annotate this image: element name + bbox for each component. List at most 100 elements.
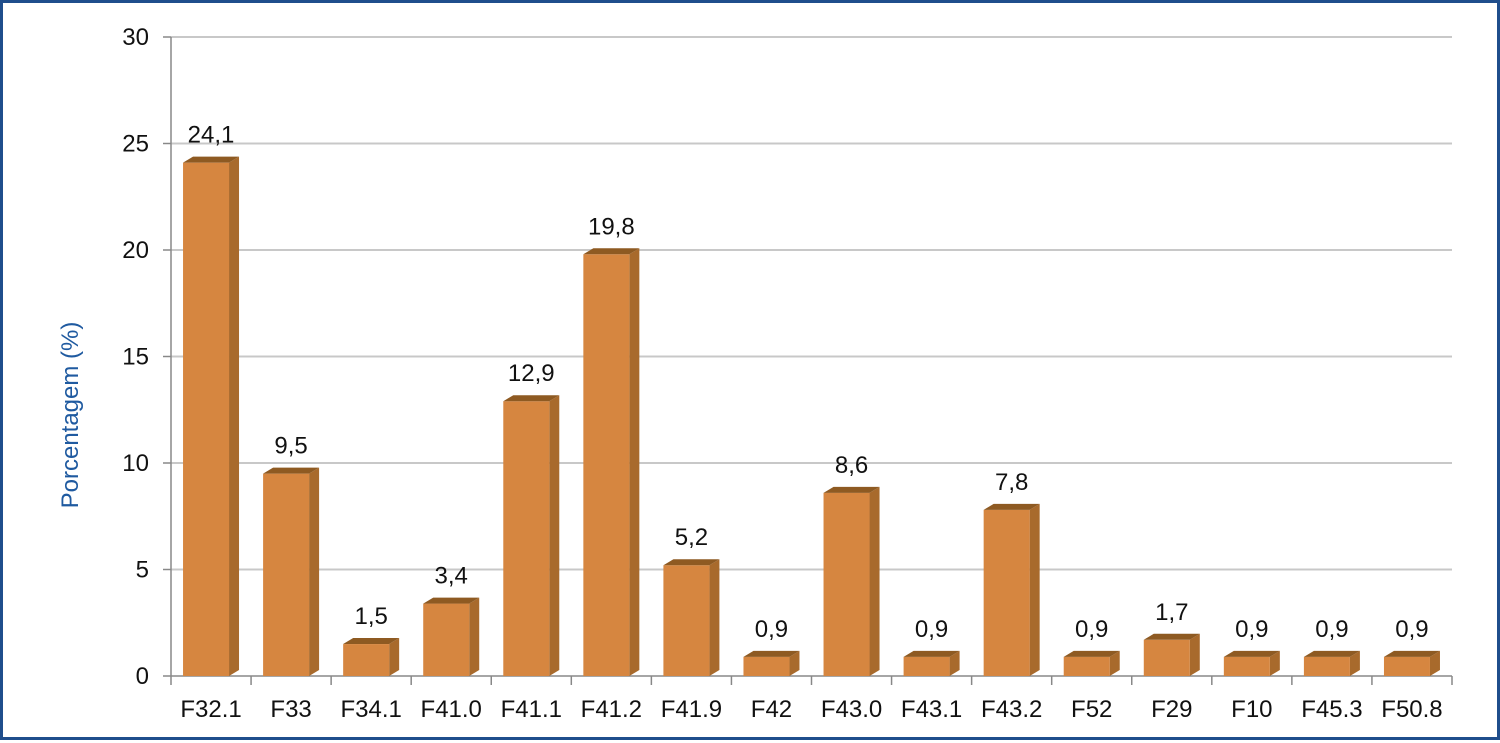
bar-top — [583, 248, 640, 255]
bar-F43.1 — [903, 650, 960, 676]
x-tick-label: F42 — [751, 696, 792, 723]
bar-F45.3 — [1303, 650, 1360, 676]
x-tick-label: F34.1 — [340, 696, 401, 723]
bar-F42 — [743, 650, 800, 676]
data-label: 0,9 — [1395, 616, 1428, 643]
bar-side — [629, 248, 640, 676]
bars — [183, 156, 1440, 677]
x-tick-label: F41.1 — [501, 696, 562, 723]
bar-F41.0 — [423, 597, 480, 676]
data-label: 1,5 — [354, 603, 387, 630]
bar-top — [503, 395, 560, 402]
data-label: 0,9 — [1315, 616, 1348, 643]
bar-top — [183, 156, 240, 163]
data-label: 24,1 — [188, 122, 235, 149]
x-tick-label: F45.3 — [1301, 696, 1362, 723]
grid-lines — [170, 36, 1452, 677]
data-label: 0,9 — [755, 616, 788, 643]
bar-F32.1 — [183, 156, 240, 677]
bar-side — [1349, 650, 1360, 676]
data-label: 0,9 — [1075, 616, 1108, 643]
bar-side — [789, 650, 800, 676]
bar-side — [1029, 503, 1040, 676]
x-tick-label: F43.2 — [981, 696, 1042, 723]
bar-top — [1383, 650, 1440, 657]
y-tick-label: 15 — [122, 344, 149, 371]
x-tick-label: F29 — [1151, 696, 1192, 723]
x-tick-label: F43.1 — [901, 696, 962, 723]
bar-front — [583, 254, 630, 676]
bar-F50.8 — [1383, 650, 1440, 676]
data-label: 12,9 — [508, 360, 555, 387]
bar-F29 — [1143, 633, 1200, 676]
data-label: 19,8 — [588, 213, 635, 240]
data-label: 0,9 — [1235, 616, 1268, 643]
data-label: 7,8 — [995, 469, 1028, 496]
bar-front — [503, 401, 550, 676]
data-label: 9,5 — [274, 433, 307, 460]
y-tick-label: 30 — [122, 24, 149, 51]
bar-side — [229, 156, 240, 677]
bar-top — [263, 467, 320, 474]
bar-side — [469, 597, 480, 676]
y-tick-label: 20 — [122, 237, 149, 264]
bar-top — [663, 559, 720, 566]
bar-front — [903, 656, 950, 676]
data-label: 8,6 — [835, 452, 868, 479]
bar-top — [343, 638, 400, 645]
data-labels: 24,1 9,5 1,5 3,4 12,9 19,8 5,2 0,9 8,6 0,9 7,8 0,9 1… — [188, 122, 1429, 643]
bar-F10 — [1223, 650, 1280, 676]
bar-front — [663, 565, 710, 676]
bar-F41.2 — [583, 248, 640, 676]
bar-front — [823, 492, 870, 676]
bar-top — [1223, 650, 1280, 657]
x-tick-label: F41.0 — [421, 696, 482, 723]
x-axis-ticks: F32.1 F33 F34.1 F41.0 F41.1 F41.2 F41.9 F42 F43.… — [170, 676, 1453, 723]
bar-side — [1269, 650, 1280, 676]
bar-side — [1429, 650, 1440, 676]
bar-front — [743, 656, 790, 676]
bar-front — [1303, 656, 1350, 676]
data-label: 5,2 — [675, 524, 708, 551]
bar-F43.2 — [983, 503, 1040, 676]
bar-side — [869, 486, 880, 676]
bar-F41.9 — [663, 559, 720, 676]
y-axis-ticks: 0 5 10 15 20 25 30 — [122, 24, 171, 690]
bar-F41.1 — [503, 395, 560, 676]
bar-top — [1303, 650, 1360, 657]
bar-top — [743, 650, 800, 657]
bar-top — [903, 650, 960, 657]
x-tick-label: F50.8 — [1381, 696, 1442, 723]
bar-chart: 0 5 10 15 20 25 30 24,1 9,5 1,5 3,4 12,9 19,8 5,2 0,9… — [57, 24, 1453, 723]
bar-side — [709, 559, 720, 676]
bar-top — [1143, 633, 1200, 640]
bar-F52 — [1063, 650, 1120, 676]
bar-top — [823, 486, 880, 493]
bar-front — [1223, 656, 1270, 676]
x-tick-label: F43.0 — [821, 696, 882, 723]
bar-side — [1109, 650, 1120, 676]
bar-front — [983, 509, 1030, 676]
bar-F43.0 — [823, 486, 880, 676]
bar-top — [983, 503, 1040, 510]
bar-side — [1189, 633, 1200, 676]
x-tick-label: F33 — [270, 696, 311, 723]
data-label: 0,9 — [915, 616, 948, 643]
bar-front — [1063, 656, 1110, 676]
bar-top — [423, 597, 480, 604]
bar-front — [1383, 656, 1430, 676]
bar-side — [389, 638, 400, 676]
y-axis-label: Porcentagem (%) — [57, 322, 84, 509]
data-label: 3,4 — [435, 563, 468, 590]
bar-top — [1063, 650, 1120, 657]
bar-front — [263, 473, 310, 676]
bar-front — [343, 644, 390, 676]
bar-side — [549, 395, 560, 676]
bar-front — [1143, 639, 1190, 676]
y-tick-label: 25 — [122, 131, 149, 158]
x-tick-label: F52 — [1071, 696, 1112, 723]
x-tick-label: F41.9 — [661, 696, 722, 723]
bar-front — [183, 162, 230, 677]
y-tick-label: 0 — [136, 663, 149, 690]
